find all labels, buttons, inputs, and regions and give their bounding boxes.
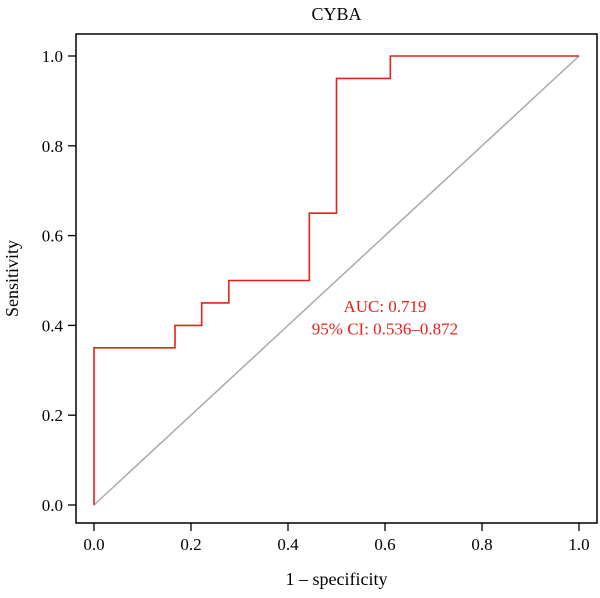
x-tick-label: 0.6 [374, 535, 395, 554]
y-tick-label: 0.4 [42, 316, 64, 335]
x-axis-ticks: 0.0 0.2 0.4 0.6 0.8 1.0 [83, 523, 590, 554]
y-axis-ticks: 0.0 0.2 0.4 0.6 0.8 1.0 [42, 47, 76, 515]
x-tick-label: 0.2 [180, 535, 201, 554]
reference-diagonal-line [93, 55, 580, 506]
x-axis-title: 1 – specificity [286, 569, 388, 589]
y-tick-label: 0.6 [42, 227, 63, 246]
chart-title: CYBA [311, 4, 361, 24]
roc-curve-line [93, 55, 579, 505]
y-tick-label: 0.0 [42, 496, 63, 515]
y-tick-label: 0.8 [42, 137, 63, 156]
annotation-layer: AUC: 0.719 95% CI: 0.536–0.872 [312, 297, 458, 338]
x-tick-label: 0.4 [277, 535, 299, 554]
diagonal-layer [93, 55, 580, 506]
auc-annotation-text: AUC: 0.719 [343, 297, 426, 316]
y-axis-title: Sensitivity [2, 240, 22, 317]
plot-frame [75, 33, 598, 524]
series-layer [93, 55, 579, 505]
x-tick-label: 0.8 [471, 535, 492, 554]
auc-annotation-text: 95% CI: 0.536–0.872 [312, 319, 458, 338]
y-tick-label: 1.0 [42, 47, 63, 66]
x-tick-label: 0.0 [83, 535, 104, 554]
x-tick-label: 1.0 [568, 535, 589, 554]
y-tick-label: 0.2 [42, 406, 63, 425]
